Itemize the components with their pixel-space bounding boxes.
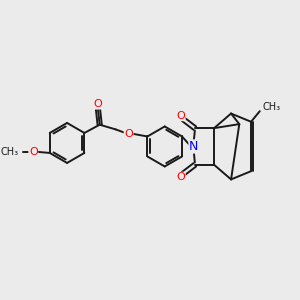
Text: N: N xyxy=(189,140,198,153)
Text: CH₃: CH₃ xyxy=(262,102,280,112)
Text: O: O xyxy=(124,129,133,139)
Text: O: O xyxy=(176,111,185,121)
Text: O: O xyxy=(93,99,102,109)
Text: O: O xyxy=(176,172,185,182)
Text: CH₃: CH₃ xyxy=(0,147,18,157)
Text: O: O xyxy=(29,147,38,157)
